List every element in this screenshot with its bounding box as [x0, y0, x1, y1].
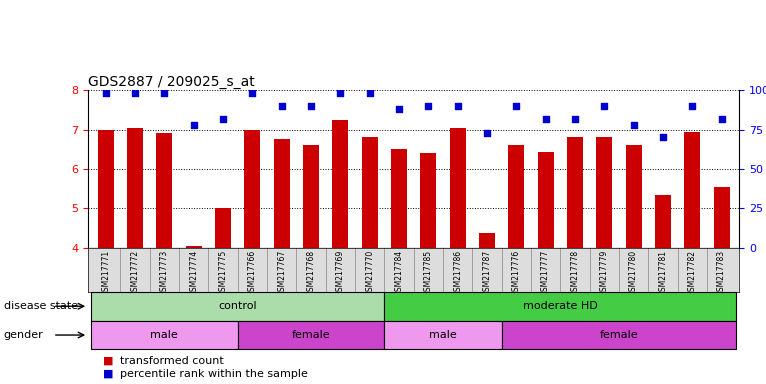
Bar [385, 321, 502, 349]
Text: GSM217767: GSM217767 [277, 250, 286, 296]
Text: GSM217768: GSM217768 [306, 250, 316, 296]
Text: GSM217787: GSM217787 [483, 250, 492, 296]
Point [715, 116, 728, 122]
Bar [684, 132, 700, 248]
Bar [91, 292, 385, 321]
Bar [362, 137, 378, 248]
Text: female: female [600, 330, 638, 340]
Text: GSM217784: GSM217784 [394, 250, 404, 296]
Text: GSM217779: GSM217779 [600, 250, 609, 296]
Text: transformed count: transformed count [120, 356, 224, 366]
Point [188, 122, 200, 128]
Text: GSM217783: GSM217783 [717, 250, 726, 296]
Point [481, 130, 493, 136]
Bar [391, 149, 407, 248]
Text: GSM217773: GSM217773 [160, 250, 169, 296]
Text: GSM217775: GSM217775 [218, 250, 228, 296]
Text: GSM217771: GSM217771 [101, 250, 110, 296]
Text: disease state: disease state [4, 301, 78, 311]
Bar [97, 130, 114, 248]
Text: GSM217777: GSM217777 [541, 250, 550, 296]
Text: ■: ■ [103, 356, 114, 366]
Text: moderate HD: moderate HD [523, 301, 597, 311]
Bar [450, 127, 466, 248]
Bar [237, 321, 385, 349]
Bar [421, 153, 437, 248]
Point [129, 90, 141, 96]
Point [393, 106, 405, 112]
Point [100, 90, 112, 96]
Text: GSM217786: GSM217786 [453, 250, 462, 296]
Text: GSM217782: GSM217782 [688, 250, 697, 296]
Point [364, 90, 376, 96]
Text: percentile rank within the sample: percentile rank within the sample [120, 369, 308, 379]
Bar [273, 139, 290, 248]
Text: GSM217769: GSM217769 [336, 250, 345, 296]
Bar [479, 233, 495, 248]
Text: control: control [218, 301, 257, 311]
Bar [538, 152, 554, 248]
Point [217, 116, 229, 122]
Text: GSM217778: GSM217778 [571, 250, 579, 296]
Text: gender: gender [4, 330, 44, 340]
Text: GSM217770: GSM217770 [365, 250, 374, 296]
Bar [567, 137, 583, 248]
Bar [156, 133, 172, 248]
Text: male: male [429, 330, 457, 340]
Point [598, 103, 611, 109]
Bar [385, 292, 736, 321]
Text: GSM217776: GSM217776 [512, 250, 521, 296]
Point [305, 103, 317, 109]
Bar [596, 137, 612, 248]
Bar [215, 208, 231, 248]
Text: GSM217772: GSM217772 [130, 250, 139, 296]
Point [422, 103, 434, 109]
Text: ■: ■ [103, 369, 114, 379]
Bar [127, 127, 143, 248]
Point [627, 122, 640, 128]
Bar [508, 146, 525, 248]
Bar [185, 246, 201, 248]
Text: female: female [292, 330, 330, 340]
Point [246, 90, 258, 96]
Bar [303, 144, 319, 248]
Bar [244, 130, 260, 248]
Text: male: male [150, 330, 178, 340]
Point [451, 103, 463, 109]
Text: GSM217781: GSM217781 [659, 250, 667, 296]
Text: GSM217780: GSM217780 [629, 250, 638, 296]
Point [686, 103, 699, 109]
Bar [91, 321, 237, 349]
Text: GDS2887 / 209025_s_at: GDS2887 / 209025_s_at [88, 75, 255, 89]
Bar [502, 321, 736, 349]
Point [276, 103, 288, 109]
Text: GSM217766: GSM217766 [248, 250, 257, 296]
Point [159, 90, 171, 96]
Bar [655, 195, 671, 248]
Bar [626, 144, 642, 248]
Text: GSM217774: GSM217774 [189, 250, 198, 296]
Point [510, 103, 522, 109]
Point [569, 116, 581, 122]
Point [334, 90, 346, 96]
Point [539, 116, 552, 122]
Text: GSM217785: GSM217785 [424, 250, 433, 296]
Bar [713, 187, 730, 248]
Bar [332, 120, 349, 248]
Point [656, 134, 669, 141]
